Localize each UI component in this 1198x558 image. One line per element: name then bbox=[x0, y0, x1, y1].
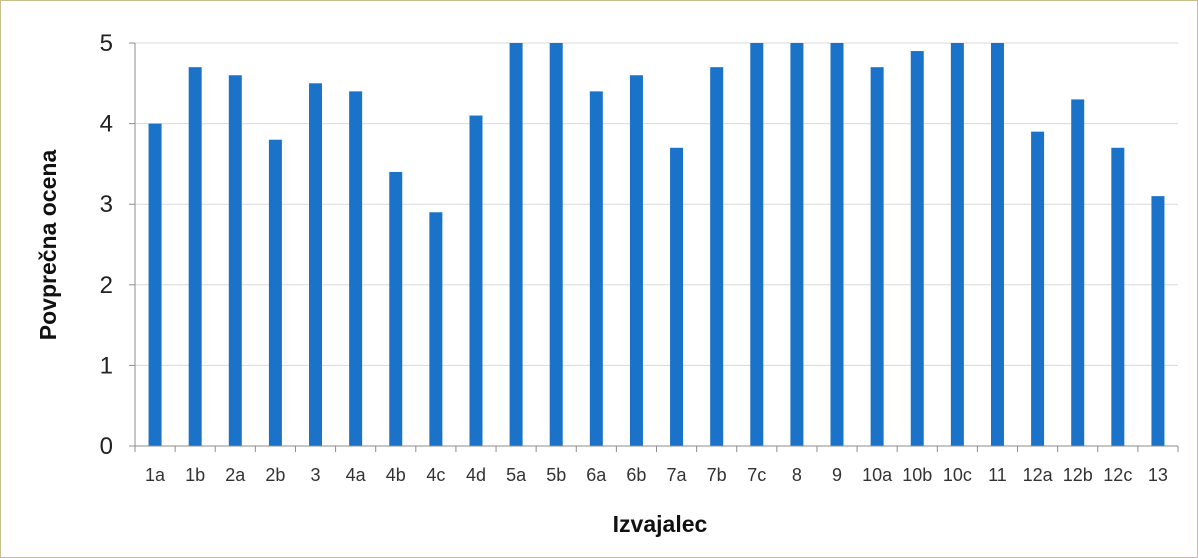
x-tick-label-3: 3 bbox=[311, 465, 321, 485]
y-tick-label-2: 2 bbox=[100, 272, 113, 299]
x-tick-label-7b: 7b bbox=[707, 465, 727, 485]
x-tick-label-13: 13 bbox=[1148, 465, 1168, 485]
x-tick-label-2b: 2b bbox=[265, 465, 285, 485]
x-tick-label-4d: 4d bbox=[466, 465, 486, 485]
bar-5a bbox=[509, 43, 523, 446]
x-tick-label-4b: 4b bbox=[386, 465, 406, 485]
x-axis-title: Izvajalec bbox=[613, 511, 708, 537]
bar-11 bbox=[990, 43, 1004, 446]
bar-12a bbox=[1031, 131, 1045, 446]
bar-4d bbox=[469, 115, 483, 446]
x-tick-label-2a: 2a bbox=[225, 465, 246, 485]
x-tick-label-9: 9 bbox=[832, 465, 842, 485]
bar-12b bbox=[1071, 99, 1085, 447]
y-tick-label-3: 3 bbox=[100, 191, 113, 218]
bar-3 bbox=[309, 83, 323, 447]
axes bbox=[129, 42, 1179, 452]
bar-2a bbox=[228, 75, 242, 447]
x-tick-label-4c: 4c bbox=[426, 465, 445, 485]
bar-4a bbox=[349, 91, 363, 447]
bar-2b bbox=[268, 139, 282, 446]
x-tick-label-5a: 5a bbox=[506, 465, 527, 485]
gridlines bbox=[135, 42, 1178, 366]
bar-10a bbox=[870, 67, 884, 447]
x-tick-label-1b: 1b bbox=[185, 465, 205, 485]
x-tick-label-5b: 5b bbox=[546, 465, 566, 485]
x-tick-label-10a: 10a bbox=[862, 465, 893, 485]
bar-9 bbox=[830, 43, 844, 446]
bars bbox=[148, 43, 1165, 447]
y-tick-label-1: 1 bbox=[100, 352, 113, 379]
bar-8 bbox=[790, 43, 804, 446]
bar-4c bbox=[429, 212, 443, 446]
bar-13 bbox=[1151, 196, 1165, 446]
bar-7c bbox=[750, 43, 764, 446]
bar-7a bbox=[670, 147, 684, 446]
y-axis-title: Povprečna ocena bbox=[35, 150, 61, 341]
y-tick-labels: 0 1 2 3 4 5 bbox=[100, 30, 113, 460]
bar-10b bbox=[910, 51, 924, 447]
bar-6b bbox=[629, 75, 643, 447]
bar-4b bbox=[389, 171, 403, 446]
bar-1b bbox=[188, 67, 202, 447]
x-tick-label-6a: 6a bbox=[586, 465, 607, 485]
x-tick-label-7a: 7a bbox=[667, 465, 688, 485]
x-tick-label-10c: 10c bbox=[943, 465, 972, 485]
x-tick-label-12c: 12c bbox=[1103, 465, 1132, 485]
x-tick-label-11: 11 bbox=[988, 465, 1007, 485]
x-tick-label-10b: 10b bbox=[902, 465, 932, 485]
x-tick-label-1a: 1a bbox=[145, 465, 166, 485]
x-tick-label-12a: 12a bbox=[1023, 465, 1054, 485]
x-tick-label-4a: 4a bbox=[346, 465, 367, 485]
bar-10c bbox=[950, 43, 964, 446]
y-tick-label-5: 5 bbox=[100, 30, 113, 57]
bar-6a bbox=[589, 91, 603, 447]
x-tick-label-7c: 7c bbox=[747, 465, 766, 485]
x-tick-labels: 1a 1b 2a 2b 3 4a 4b 4c 4d 5a 5b 6a 6b 7a 7b 7c 8 9 10a 10b 1… bbox=[145, 465, 1168, 485]
bar-1a bbox=[148, 123, 162, 446]
x-tick-label-8: 8 bbox=[792, 465, 802, 485]
x-tick-label-12b: 12b bbox=[1063, 465, 1093, 485]
bar-7b bbox=[710, 67, 724, 447]
y-tick-label-0: 0 bbox=[100, 433, 113, 460]
bar-12c bbox=[1111, 147, 1125, 446]
bar-5b bbox=[549, 43, 563, 446]
x-tick-label-6b: 6b bbox=[626, 465, 646, 485]
y-tick-label-4: 4 bbox=[100, 111, 113, 138]
